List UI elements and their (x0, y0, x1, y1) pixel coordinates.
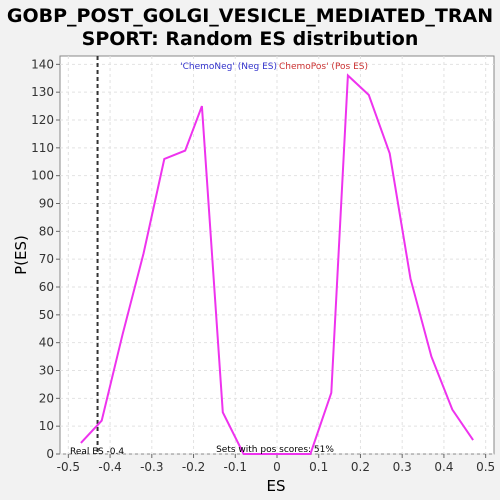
y-tick-label: 110 (31, 141, 54, 155)
x-axis-label: ES (267, 477, 286, 495)
y-tick-label: 30 (39, 364, 54, 378)
y-tick-label: 80 (39, 224, 54, 238)
x-tick-label: 0 (273, 460, 281, 474)
x-axis-ticks: -0.5 -0.4 -0.3 -0.2 -0.1 0 0.1 0.2 0.3 0.4 0.5 (57, 454, 495, 474)
random-es-distribution-line (80, 73, 474, 455)
chart-title-line-1: GOBP_POST_GOLGI_VESICLE_MEDIATED_TRAN (7, 5, 493, 27)
gridlines (60, 56, 494, 455)
y-tick-label: 60 (39, 280, 54, 294)
legend-pos-es: ChemoPos' (Pos ES) (279, 62, 368, 72)
y-tick-label: 130 (31, 85, 54, 99)
x-tick-label: 0.5 (476, 460, 495, 474)
y-tick-label: 70 (39, 252, 54, 266)
real-es-label: Real ES -0.4 (70, 447, 124, 457)
x-tick-label: 0.1 (309, 460, 328, 474)
y-axis-ticks: 0 10 20 30 40 50 60 70 80 90 100 110 120 130 140 (31, 57, 60, 461)
y-tick-label: 50 (39, 308, 54, 322)
x-tick-label: -0.1 (224, 460, 247, 474)
y-tick-label: 120 (31, 113, 54, 127)
chart-title-line-2: SPORT: Random ES distribution (82, 28, 419, 50)
x-tick-label: 0.2 (351, 460, 370, 474)
x-tick-label: -0.4 (98, 460, 121, 474)
y-tick-label: 0 (46, 447, 54, 461)
y-tick-label: 40 (39, 336, 54, 350)
y-tick-label: 140 (31, 57, 54, 71)
y-tick-label: 100 (31, 169, 54, 183)
x-tick-label: -0.5 (57, 460, 80, 474)
pos-scores-note: Sets with pos scores: 51% (216, 445, 334, 455)
y-tick-label: 90 (39, 197, 54, 211)
x-tick-label: 0.3 (393, 460, 412, 474)
x-tick-label: -0.3 (140, 460, 163, 474)
legend-neg-es: 'ChemoNeg' (Neg ES) (180, 62, 277, 72)
x-tick-label: -0.2 (182, 460, 205, 474)
y-axis-label: P(ES) (12, 235, 30, 275)
x-tick-label: 0.4 (434, 460, 453, 474)
y-tick-label: 20 (39, 391, 54, 405)
y-tick-label: 10 (39, 419, 54, 433)
